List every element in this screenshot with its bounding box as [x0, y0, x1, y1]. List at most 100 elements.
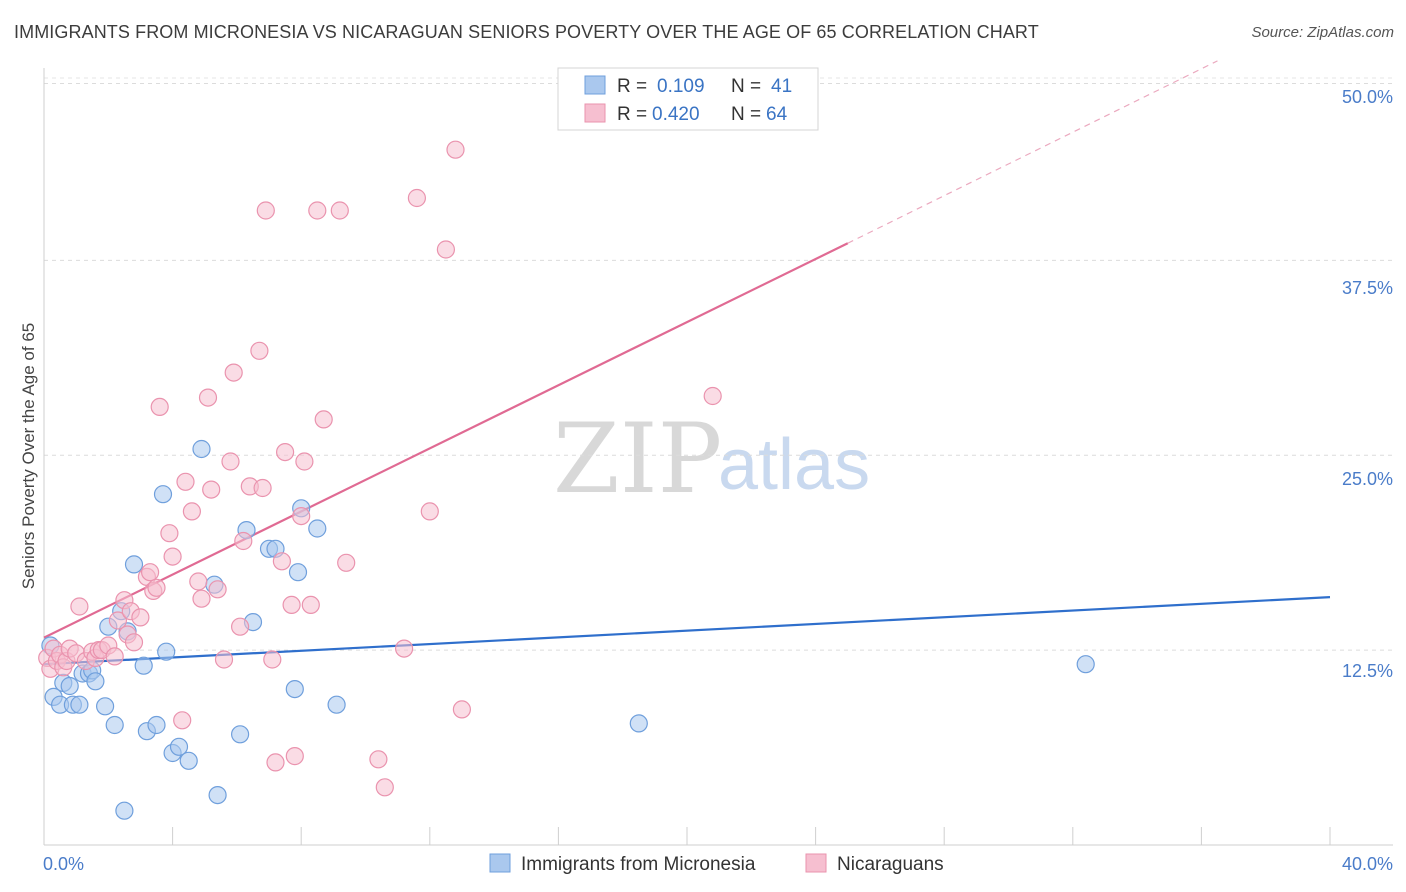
point-nicaraguans-56 — [308, 201, 327, 220]
point-nicaraguans-28 — [160, 524, 179, 543]
series-legend: Immigrants from Micronesia Nicaraguans — [489, 853, 944, 875]
legend-swatch-micronesia — [584, 75, 606, 95]
point-micronesia-22 — [157, 642, 176, 661]
point-micronesia-10 — [86, 672, 105, 691]
point-nicaraguans-17 — [108, 611, 128, 630]
gridlines — [44, 77, 1393, 651]
point-micronesia-34 — [285, 679, 304, 699]
point-nicaraguans-46 — [256, 201, 275, 220]
point-nicaraguans-66 — [446, 140, 465, 159]
point-nicaraguans-42 — [234, 531, 253, 551]
point-micronesia-4 — [60, 676, 79, 696]
point-nicaraguans-53 — [292, 506, 311, 526]
point-nicaraguans-45 — [253, 478, 272, 498]
point-micronesia-17 — [124, 555, 144, 574]
point-nicaraguans-29 — [163, 547, 182, 566]
point-micronesia-39 — [629, 714, 648, 733]
x-tick-label-min: 0.0% — [43, 854, 84, 874]
watermark-zip: ZIP — [553, 403, 722, 515]
point-nicaraguans-21 — [124, 633, 144, 652]
point-nicaraguans-31 — [176, 472, 195, 491]
point-nicaraguans-22 — [131, 608, 150, 627]
point-micronesia-24 — [169, 737, 189, 756]
watermark-atlas: atlas — [718, 425, 870, 505]
bottom-legend-swatch-micronesia — [489, 853, 511, 873]
point-nicaraguans-58 — [330, 201, 349, 220]
point-micronesia-13 — [105, 715, 124, 735]
chart-title: IMMIGRANTS FROM MICRONESIA VS NICARAGUAN… — [14, 22, 1039, 42]
point-nicaraguans-65 — [436, 240, 455, 259]
point-micronesia-25 — [179, 751, 198, 770]
point-nicaraguans-51 — [282, 595, 301, 615]
legend-n-label-2: N = — [731, 104, 761, 125]
legend-r-label-1: R = — [617, 76, 647, 97]
trend-line-micronesia — [43, 596, 1331, 666]
point-nicaraguans-67 — [452, 700, 471, 719]
point-micronesia-35 — [288, 563, 308, 582]
point-nicaraguans-24 — [141, 563, 160, 582]
point-micronesia-37 — [308, 519, 327, 538]
point-nicaraguans-9 — [70, 597, 89, 616]
y-tick-label-37-5: 37.5% — [1342, 278, 1393, 298]
bottom-legend-label-micronesia: Immigrants from Micronesia — [521, 854, 756, 875]
legend-r-value-2: 0.420 — [652, 104, 700, 125]
point-nicaraguans-59 — [337, 553, 356, 572]
point-nicaraguans-49 — [272, 552, 291, 571]
point-micronesia-38 — [327, 695, 346, 714]
y-tick-label-12-5: 12.5% — [1342, 661, 1393, 681]
point-micronesia-15 — [115, 801, 134, 820]
point-nicaraguans-32 — [182, 502, 201, 521]
legend-r-label-2: R = — [617, 104, 647, 125]
point-nicaraguans-34 — [192, 589, 211, 608]
bottom-legend-swatch-nicaraguans — [805, 853, 827, 873]
legend-r-value-1: 0.109 — [657, 76, 705, 97]
correlation-legend: R = 0.109 N = 41 R = 0.420 N = 64 — [557, 67, 819, 131]
source-label: Source: ZipAtlas.com — [1251, 24, 1394, 41]
point-nicaraguans-33 — [189, 572, 208, 591]
point-nicaraguans-44 — [250, 341, 269, 360]
point-micronesia-28 — [208, 785, 227, 805]
point-nicaraguans-54 — [295, 452, 314, 471]
point-micronesia-29 — [231, 725, 250, 744]
legend-n-value-1: 41 — [771, 76, 792, 97]
point-nicaraguans-60 — [369, 750, 388, 769]
point-micronesia-21 — [153, 485, 173, 504]
point-micronesia-18 — [134, 656, 153, 675]
data-points — [38, 140, 1095, 820]
y-axis-label: Seniors Poverty Over the Age of 65 — [19, 323, 38, 589]
point-micronesia-11 — [95, 697, 115, 716]
point-nicaraguans-47 — [263, 650, 282, 669]
point-nicaraguans-35 — [198, 388, 218, 407]
legend-n-value-2: 64 — [766, 104, 788, 125]
point-nicaraguans-61 — [375, 778, 394, 797]
point-nicaraguans-26 — [147, 578, 166, 597]
legend-swatch-nicaraguans — [584, 103, 606, 123]
bottom-legend-label-nicaraguans: Nicaraguans — [837, 854, 944, 875]
point-nicaraguans-50 — [276, 443, 295, 462]
point-nicaraguans-64 — [420, 502, 439, 521]
y-tick-label-25: 25.0% — [1342, 469, 1393, 489]
point-nicaraguans-39 — [221, 452, 240, 471]
point-nicaraguans-48 — [266, 753, 285, 772]
point-micronesia-6 — [70, 695, 89, 714]
point-nicaraguans-36 — [202, 480, 221, 499]
trend-lines — [43, 60, 1331, 666]
point-nicaraguans-40 — [224, 363, 243, 382]
trend-line-nicaraguans — [43, 242, 849, 639]
point-nicaraguans-63 — [407, 188, 426, 208]
point-nicaraguans-68 — [703, 386, 722, 406]
point-micronesia-26 — [192, 439, 211, 459]
trend-line-nicaraguans-extension — [847, 60, 1218, 244]
point-nicaraguans-27 — [150, 397, 169, 416]
legend-n-label-1: N = — [731, 76, 761, 97]
point-micronesia-20 — [147, 715, 166, 735]
point-nicaraguans-57 — [314, 410, 333, 429]
axes — [43, 68, 1393, 846]
point-nicaraguans-52 — [285, 746, 304, 766]
point-nicaraguans-16 — [105, 647, 124, 666]
point-nicaraguans-62 — [395, 639, 414, 658]
point-micronesia-40 — [1076, 655, 1095, 674]
point-nicaraguans-38 — [214, 650, 234, 669]
point-nicaraguans-41 — [231, 617, 250, 636]
